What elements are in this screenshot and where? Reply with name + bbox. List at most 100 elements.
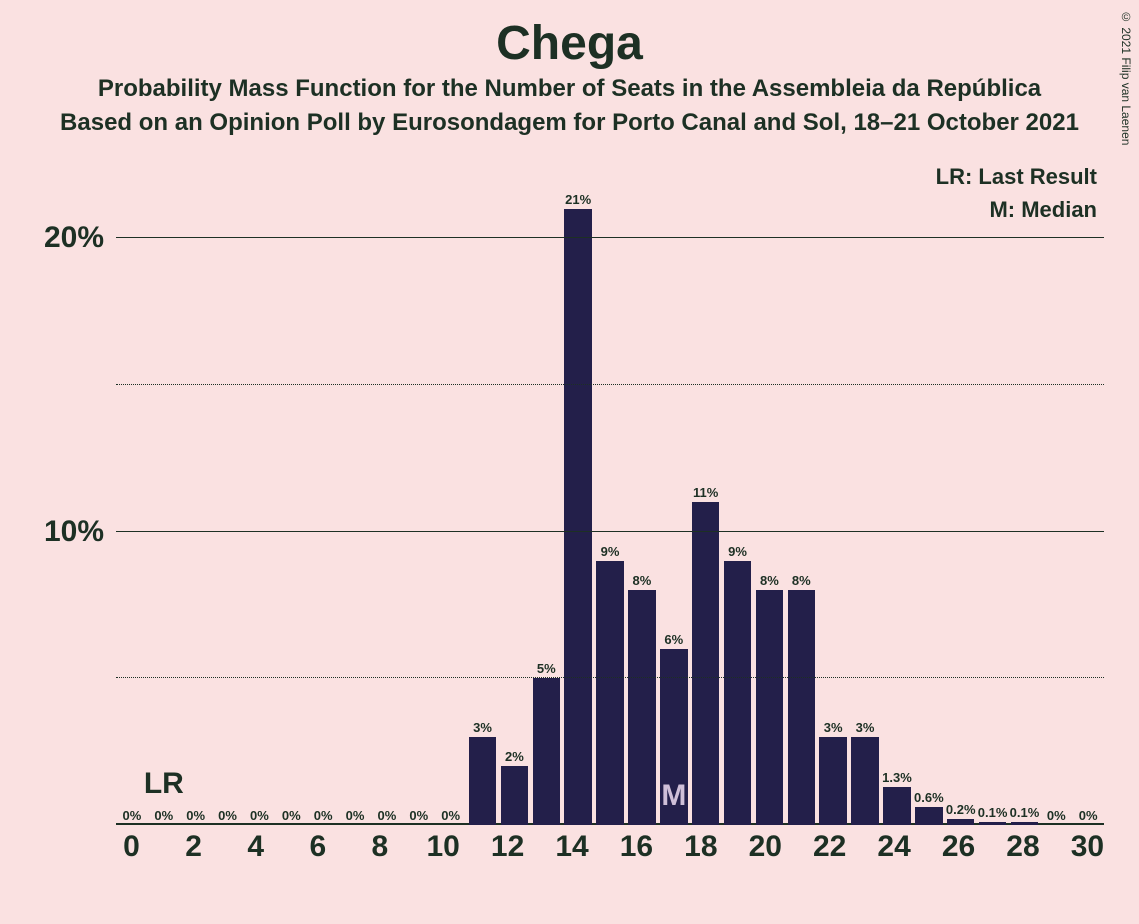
bar-slot: 0%	[212, 165, 244, 825]
bar: 21%	[564, 209, 591, 825]
bars-container: 0%0%LR0%0%0%0%0%0%0%0%0%3%2%5%21%9%8%6%M…	[116, 165, 1104, 825]
bar-slot: 0.1%	[977, 165, 1009, 825]
bar-slot: 9%	[722, 165, 754, 825]
bar-value-label: 21%	[565, 192, 591, 207]
x-axis-tick: 4	[240, 830, 271, 864]
x-axis-tick: 16	[620, 830, 653, 864]
bar-slot: 9%	[594, 165, 626, 825]
bar-value-label: 0%	[409, 808, 428, 823]
bar-value-label: 0%	[123, 808, 142, 823]
bar-value-label: 0%	[314, 808, 333, 823]
x-axis-ticks: 0 2 4 6 8 10 12 14 16 18 20 22 24 26 28 …	[116, 830, 1104, 864]
bar-value-label: 0%	[186, 808, 205, 823]
bar: 0.1%	[979, 822, 1006, 825]
bar-slot: 0%LR	[148, 165, 180, 825]
bar-value-label: 8%	[760, 573, 779, 588]
x-axis-tick: 8	[364, 830, 395, 864]
bar-slot: 0%	[371, 165, 403, 825]
x-axis-tick	[911, 830, 942, 864]
x-axis-tick	[524, 830, 555, 864]
x-axis-tick	[333, 830, 364, 864]
gridline-minor	[116, 677, 1104, 678]
bar: 3%	[819, 737, 846, 825]
bar-value-label: 0%	[1079, 808, 1098, 823]
bar-value-label: 0.6%	[914, 790, 944, 805]
bar-slot: 2%	[499, 165, 531, 825]
bar-slot: 6% M	[658, 165, 690, 825]
bar-slot: 0%	[1072, 165, 1104, 825]
bar-slot: 21%	[562, 165, 594, 825]
x-axis-tick	[271, 830, 302, 864]
x-axis-tick: 6	[302, 830, 333, 864]
bar-slot: 1.3%	[881, 165, 913, 825]
bar: 0.2%	[947, 819, 974, 825]
bar: 8%	[788, 590, 815, 825]
copyright-text: © 2021 Filip van Laenen	[1119, 10, 1133, 145]
bar-slot: 8%	[754, 165, 786, 825]
median-marker: M	[661, 779, 686, 813]
bar-value-label: 3%	[473, 720, 492, 735]
x-axis-tick	[395, 830, 426, 864]
x-axis-tick: 26	[942, 830, 975, 864]
bar-value-label: 8%	[792, 573, 811, 588]
bar-slot: 11%	[690, 165, 722, 825]
x-axis-tick	[1040, 830, 1071, 864]
bar-value-label: 0.2%	[946, 802, 976, 817]
bar-slot: 0%	[180, 165, 212, 825]
x-axis-tick: 24	[877, 830, 910, 864]
bar: 2%	[501, 766, 528, 825]
x-axis-tick	[589, 830, 620, 864]
x-axis-tick: 28	[1006, 830, 1039, 864]
bar-slot: 0%	[435, 165, 467, 825]
gridline-major: 20%	[116, 237, 1104, 238]
x-axis-tick	[653, 830, 684, 864]
gridline-minor	[116, 384, 1104, 385]
bar-value-label: 9%	[601, 544, 620, 559]
x-axis-tick: 22	[813, 830, 846, 864]
gridline-major: 10%	[116, 531, 1104, 532]
bar: 3%	[851, 737, 878, 825]
bar: 0.6%	[915, 807, 942, 825]
bar-value-label: 0%	[441, 808, 460, 823]
bar-value-label: 9%	[728, 544, 747, 559]
bar-slot: 0%	[116, 165, 148, 825]
bar-value-label: 11%	[693, 485, 718, 500]
chart-title: Chega	[0, 0, 1139, 71]
lr-marker: LR	[144, 767, 184, 801]
x-axis-tick: 14	[555, 830, 588, 864]
x-axis-tick: 10	[426, 830, 459, 864]
bar-slot: 0.6%	[913, 165, 945, 825]
x-axis-tick	[209, 830, 240, 864]
bar-slot: 3%	[849, 165, 881, 825]
x-axis-tick: 0	[116, 830, 147, 864]
chart-subtitle-1: Probability Mass Function for the Number…	[0, 75, 1139, 103]
bar-slot: 0%	[307, 165, 339, 825]
x-axis-tick	[460, 830, 491, 864]
bar: 8%	[756, 590, 783, 825]
bar-value-label: 0.1%	[978, 805, 1008, 820]
chart-subtitle-2: Based on an Opinion Poll by Eurosondagem…	[0, 109, 1139, 137]
bar-slot: 3%	[817, 165, 849, 825]
x-axis-tick	[846, 830, 877, 864]
bar-slot: 0.1%	[1009, 165, 1041, 825]
bar-value-label: 0.1%	[1010, 805, 1040, 820]
bar: 0.1%	[1011, 822, 1038, 825]
bar: 5%	[533, 678, 560, 825]
bar-value-label: 0%	[154, 808, 173, 823]
bar-slot: 0%	[339, 165, 371, 825]
x-axis-tick: 30	[1071, 830, 1104, 864]
bar-value-label: 6%	[664, 632, 683, 647]
x-axis-tick	[975, 830, 1006, 864]
bar-slot: 0.2%	[945, 165, 977, 825]
bar: 11%	[692, 502, 719, 825]
bar: 8%	[628, 590, 655, 825]
x-axis-tick: 18	[684, 830, 717, 864]
bar-value-label: 0%	[346, 808, 365, 823]
bar-value-label: 2%	[505, 749, 524, 764]
bar-slot: 0%	[1040, 165, 1072, 825]
y-axis-label: 20%	[44, 221, 104, 255]
bar: 3%	[469, 737, 496, 825]
bar-value-label: 3%	[824, 720, 843, 735]
bar-value-label: 0%	[250, 808, 269, 823]
x-axis-tick	[147, 830, 178, 864]
